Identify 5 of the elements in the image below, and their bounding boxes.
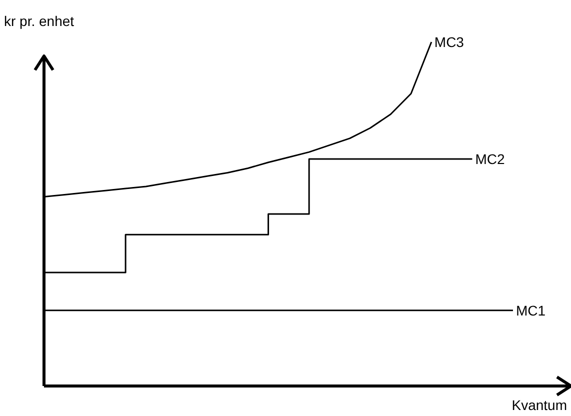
y-axis-title: kr pr. enhet — [4, 13, 74, 29]
series-label: MC2 — [475, 150, 505, 167]
series-label: MC1 — [516, 302, 546, 318]
x-axis-title: Kvantum — [512, 397, 567, 413]
series-label: MC3 — [434, 34, 464, 50]
